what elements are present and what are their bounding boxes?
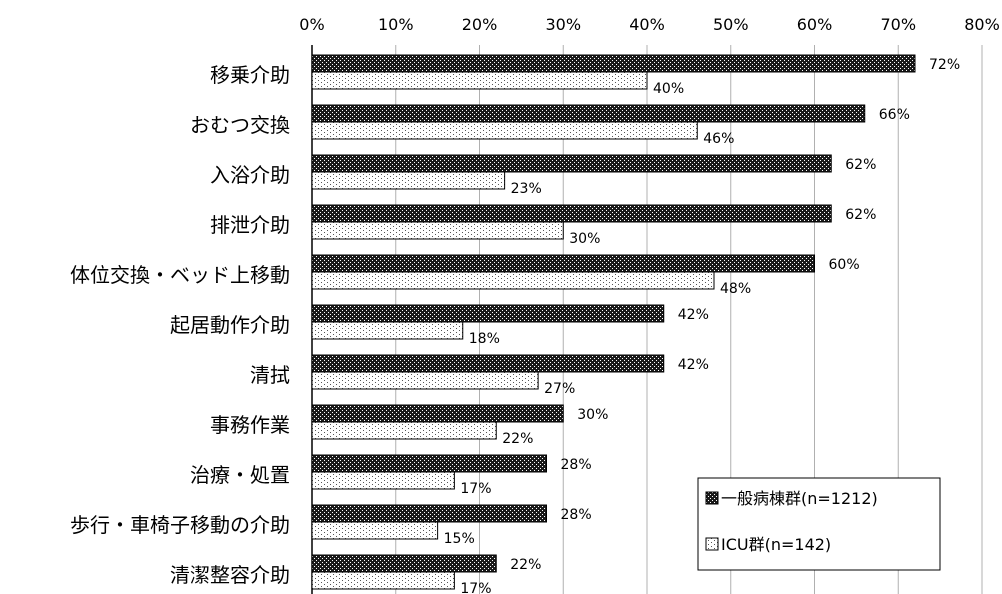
- bar-series-1: [311, 54, 916, 73]
- category-label: 事務作業: [210, 413, 290, 437]
- legend-label-series-2: ICU群(n=142): [721, 535, 831, 554]
- category-labels: 移乗介助おむつ交換入浴介助排泄介助体位交換・ベッド上移動起居動作介助清拭事務作業…: [70, 63, 290, 587]
- category-label: 歩行・車椅子移動の介助: [70, 513, 290, 537]
- category-label: 体位交換・ベッド上移動: [70, 263, 290, 287]
- data-label-series-2: 40%: [653, 81, 684, 97]
- bar-series-2: [311, 521, 439, 540]
- data-label-series-1: 60%: [829, 257, 860, 273]
- data-label-series-1: 66%: [879, 107, 910, 123]
- data-label-series-1: 30%: [577, 407, 608, 423]
- bar-series-1: [311, 504, 547, 523]
- bar-series-1: [311, 304, 665, 323]
- bar-series-2: [311, 121, 698, 140]
- category-label: 治療・処置: [190, 463, 290, 487]
- bar-series-2: [311, 271, 715, 290]
- data-label-series-2: 17%: [460, 481, 491, 497]
- x-tick-label: 10%: [378, 15, 414, 34]
- category-label: 入浴介助: [210, 163, 290, 187]
- bar-series-2: [311, 371, 539, 390]
- x-tick-label: 70%: [880, 15, 916, 34]
- bar-series-1: [311, 354, 665, 373]
- category-label: 起居動作介助: [170, 313, 290, 337]
- data-label-series-1: 28%: [561, 507, 592, 523]
- legend-swatch-series-1: [705, 491, 719, 505]
- data-label-series-2: 18%: [469, 331, 500, 347]
- data-label-series-1: 62%: [845, 157, 876, 173]
- bar-series-1: [311, 254, 815, 273]
- bar-series-1: [311, 554, 497, 573]
- bar-series-2: [311, 421, 497, 440]
- x-tick-label: 40%: [629, 15, 665, 34]
- x-axis-ticks: 0% 10% 20% 30% 40% 50% 60% 70% 80%: [299, 15, 999, 34]
- data-labels: 72% 40% 66% 46% 62% 23% 62% 30% 60% 48% 42% 18% 42% 2…: [444, 57, 961, 594]
- legend-box: [697, 477, 941, 571]
- legend-label-series-1: 一般病棟群(n=1212): [721, 489, 878, 508]
- bar-series-2: [311, 221, 564, 240]
- legend: 一般病棟群(n=1212) ICU群(n=142): [697, 477, 941, 571]
- x-tick-label: 50%: [713, 15, 749, 34]
- x-tick-label: 0%: [299, 15, 324, 34]
- data-label-series-2: 30%: [569, 231, 600, 247]
- legend-swatch-series-2: [705, 537, 719, 551]
- data-label-series-2: 15%: [444, 531, 475, 547]
- data-label-series-1: 28%: [561, 457, 592, 473]
- data-label-series-2: 46%: [703, 131, 734, 147]
- bar-series-2: [311, 321, 464, 340]
- category-label: 清拭: [250, 363, 290, 387]
- bar-series-2: [311, 71, 648, 90]
- x-tick-label: 20%: [462, 15, 498, 34]
- category-label: 移乗介助: [210, 63, 290, 87]
- data-label-series-1: 22%: [510, 557, 541, 573]
- bar-series-2: [311, 171, 506, 190]
- x-tick-label: 80%: [964, 15, 1000, 34]
- category-label: 清潔整容介助: [170, 563, 290, 587]
- bar-series-1: [311, 204, 832, 223]
- bar-series-1: [311, 454, 547, 473]
- data-label-series-1: 62%: [845, 207, 876, 223]
- data-label-series-1: 42%: [678, 357, 709, 373]
- bar-series-1: [311, 404, 564, 423]
- bar-series-2: [311, 571, 455, 590]
- data-label-series-1: 72%: [929, 57, 960, 73]
- data-label-series-2: 48%: [720, 281, 751, 297]
- data-label-series-2: 23%: [511, 181, 542, 197]
- category-label: 排泄介助: [210, 213, 290, 237]
- data-label-series-1: 42%: [678, 307, 709, 323]
- category-label: おむつ交換: [190, 113, 290, 137]
- bar-series-2: [311, 471, 455, 490]
- x-tick-label: 30%: [545, 15, 581, 34]
- data-label-series-2: 27%: [544, 381, 575, 397]
- data-label-series-2: 22%: [502, 431, 533, 447]
- bars: [311, 54, 916, 590]
- data-label-series-2: 17%: [460, 581, 491, 594]
- bar-series-1: [311, 154, 832, 173]
- x-tick-label: 60%: [797, 15, 833, 34]
- bar-series-1: [311, 104, 866, 123]
